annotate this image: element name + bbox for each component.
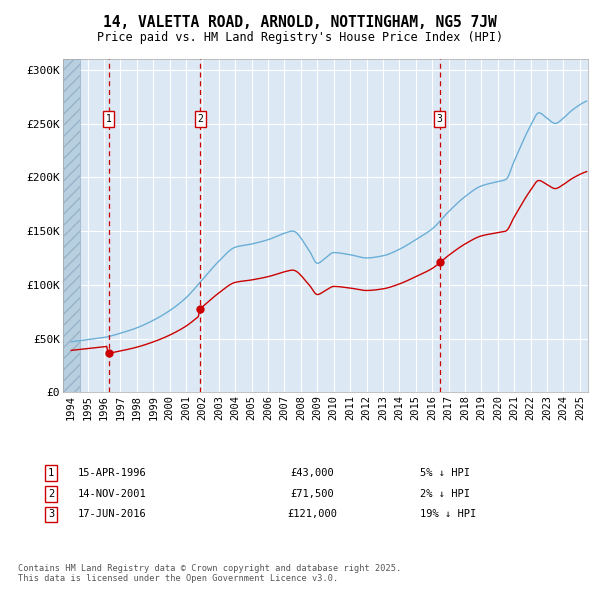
Text: 3: 3 — [48, 510, 54, 519]
Text: 1: 1 — [106, 114, 112, 124]
Text: 15-APR-1996: 15-APR-1996 — [78, 468, 147, 478]
Text: Contains HM Land Registry data © Crown copyright and database right 2025.
This d: Contains HM Land Registry data © Crown c… — [18, 563, 401, 583]
Text: 14, VALETTA ROAD, ARNOLD, NOTTINGHAM, NG5 7JW: 14, VALETTA ROAD, ARNOLD, NOTTINGHAM, NG… — [103, 15, 497, 30]
Text: £121,000: £121,000 — [287, 510, 337, 519]
Text: 17-JUN-2016: 17-JUN-2016 — [78, 510, 147, 519]
Text: 2: 2 — [197, 114, 203, 124]
Text: 2% ↓ HPI: 2% ↓ HPI — [420, 489, 470, 499]
Text: £71,500: £71,500 — [290, 489, 334, 499]
Legend: 14, VALETTA ROAD, ARNOLD, NOTTINGHAM, NG5 7JW (semi-detached house), HPI: Averag: 14, VALETTA ROAD, ARNOLD, NOTTINGHAM, NG… — [77, 407, 548, 444]
Text: 5% ↓ HPI: 5% ↓ HPI — [420, 468, 470, 478]
Text: 1: 1 — [48, 468, 54, 478]
Text: 19% ↓ HPI: 19% ↓ HPI — [420, 510, 476, 519]
Text: 2: 2 — [48, 489, 54, 499]
Text: £43,000: £43,000 — [290, 468, 334, 478]
Text: Price paid vs. HM Land Registry's House Price Index (HPI): Price paid vs. HM Land Registry's House … — [97, 31, 503, 44]
Text: 14-NOV-2001: 14-NOV-2001 — [78, 489, 147, 499]
Bar — [63, 59, 80, 392]
Text: 3: 3 — [437, 114, 443, 124]
